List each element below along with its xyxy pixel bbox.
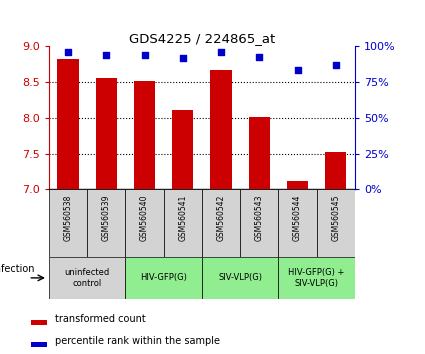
Bar [96, 78, 117, 189]
Bar [317, 189, 355, 257]
Point [294, 67, 301, 73]
Bar [134, 81, 155, 189]
Point [65, 50, 71, 55]
Text: GSM560541: GSM560541 [178, 195, 187, 241]
Text: HIV-GFP(G): HIV-GFP(G) [140, 273, 187, 282]
Bar [31, 342, 47, 347]
Bar [278, 189, 317, 257]
Bar [325, 152, 346, 189]
Bar [164, 189, 202, 257]
Bar [172, 110, 193, 189]
Bar [202, 257, 278, 299]
Text: GSM560542: GSM560542 [216, 195, 226, 241]
Text: HIV-GFP(G) +
SIV-VLP(G): HIV-GFP(G) + SIV-VLP(G) [289, 268, 345, 287]
Bar [287, 181, 308, 189]
Bar [49, 257, 125, 299]
Bar [49, 189, 87, 257]
Text: GSM560545: GSM560545 [331, 195, 340, 241]
Bar [125, 257, 202, 299]
Bar [202, 189, 240, 257]
Bar [210, 70, 232, 189]
Bar [57, 59, 79, 189]
Point [218, 50, 224, 55]
Bar [278, 257, 355, 299]
Point [256, 54, 263, 59]
Text: uninfected
control: uninfected control [65, 268, 110, 287]
Text: GSM560538: GSM560538 [63, 195, 73, 241]
Text: infection: infection [0, 264, 35, 274]
Point [141, 52, 148, 58]
Point [179, 55, 186, 61]
Bar [249, 117, 270, 189]
Point [332, 63, 339, 68]
Text: GSM560539: GSM560539 [102, 195, 111, 241]
Text: GSM560544: GSM560544 [293, 195, 302, 241]
Bar [240, 189, 278, 257]
Bar [87, 189, 125, 257]
Point [103, 52, 110, 57]
Bar [31, 320, 47, 325]
Text: transformed count: transformed count [55, 314, 146, 324]
Text: GSM560543: GSM560543 [255, 195, 264, 241]
Title: GDS4225 / 224865_at: GDS4225 / 224865_at [129, 32, 275, 45]
Text: SIV-VLP(G): SIV-VLP(G) [218, 273, 262, 282]
Bar [125, 189, 164, 257]
Text: GSM560540: GSM560540 [140, 195, 149, 241]
Text: percentile rank within the sample: percentile rank within the sample [55, 336, 221, 346]
